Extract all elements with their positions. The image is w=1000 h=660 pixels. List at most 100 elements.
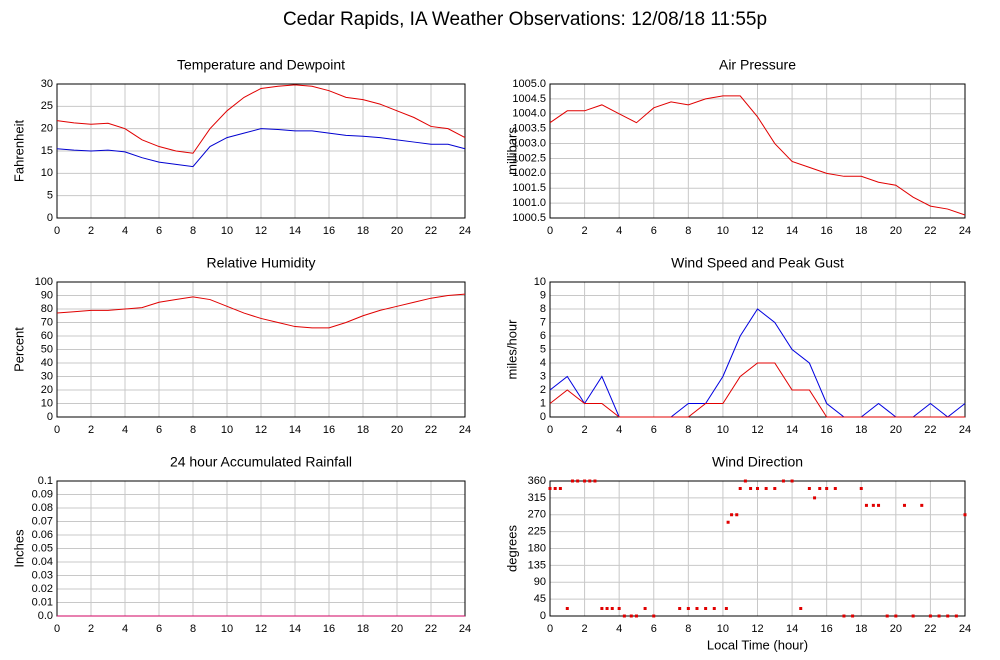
y-tick-label: 0.05	[32, 542, 53, 554]
data-point	[790, 479, 794, 483]
data-point	[920, 503, 924, 507]
y-tick-label: 0	[540, 411, 546, 423]
x-tick-label: 18	[855, 623, 867, 635]
x-tick-label: 8	[685, 623, 691, 635]
data-point	[764, 487, 768, 490]
data-point	[553, 487, 557, 490]
data-point	[818, 487, 822, 490]
y-tick-label: 0.0	[38, 610, 53, 622]
y-tick-label: 1003.0	[512, 137, 546, 149]
data-point	[629, 614, 633, 618]
x-tick-label: 4	[616, 424, 622, 436]
x-tick-label: 8	[685, 225, 691, 237]
y-tick-label: 20	[41, 123, 53, 135]
chart-title: Relative Humidity	[207, 255, 316, 271]
y-axis-label: miles/hour	[504, 319, 519, 380]
data-point	[678, 607, 682, 610]
y-tick-label: 1005.0	[512, 78, 546, 90]
data-line	[56, 293, 466, 329]
data-point	[937, 614, 941, 618]
x-tick-label: 2	[582, 623, 588, 635]
x-tick-label: 12	[751, 225, 763, 237]
y-tick-label: 0	[540, 610, 546, 622]
data-point	[885, 614, 889, 618]
x-tick-label: 22	[425, 424, 437, 436]
x-tick-label: 20	[391, 225, 403, 237]
x-tick-label: 24	[959, 424, 971, 436]
chart-title: Wind Speed and Peak Gust	[671, 255, 844, 271]
y-tick-label: 1004.5	[512, 93, 546, 105]
y-tick-label: 1	[540, 397, 546, 409]
data-point	[548, 487, 552, 490]
y-tick-label: 0	[47, 212, 53, 224]
data-point	[781, 479, 785, 483]
data-line	[56, 84, 466, 154]
x-tick-label: 20	[890, 623, 902, 635]
y-tick-label: 5	[47, 190, 53, 202]
x-tick-label: 8	[190, 623, 196, 635]
data-point	[570, 479, 574, 483]
x-tick-label: 16	[821, 225, 833, 237]
y-tick-label: 3	[540, 370, 546, 382]
y-tick-label: 1002.0	[512, 167, 546, 179]
x-tick-label: 20	[890, 225, 902, 237]
x-tick-label: 12	[255, 623, 267, 635]
data-point	[634, 614, 638, 618]
y-tick-label: 270	[528, 509, 546, 521]
data-point	[600, 607, 604, 610]
data-point	[738, 487, 742, 490]
x-tick-label: 14	[786, 623, 798, 635]
x-tick-label: 6	[651, 623, 657, 635]
x-tick-label: 24	[959, 225, 971, 237]
data-point	[894, 614, 898, 618]
x-tick-label: 2	[88, 424, 94, 436]
y-tick-label: 135	[528, 559, 546, 571]
y-tick-label: 1001.5	[512, 182, 546, 194]
y-tick-label: 0.06	[32, 529, 53, 541]
y-tick-label: 0.03	[32, 569, 53, 581]
data-point	[558, 487, 562, 490]
x-tick-label: 20	[391, 424, 403, 436]
x-tick-label: 10	[221, 623, 233, 635]
y-tick-label: 45	[534, 593, 546, 605]
x-tick-label: 4	[122, 424, 128, 436]
data-point	[643, 607, 647, 610]
x-tick-label: 6	[156, 623, 162, 635]
y-tick-label: 15	[41, 145, 53, 157]
x-tick-label: 22	[924, 424, 936, 436]
x-tick-label: 0	[547, 623, 553, 635]
x-tick-label: 0	[54, 623, 60, 635]
y-tick-label: 25	[41, 100, 53, 112]
y-tick-label: 40	[41, 357, 53, 369]
x-tick-label: 14	[786, 225, 798, 237]
x-tick-label: 2	[582, 424, 588, 436]
x-tick-label: 22	[924, 623, 936, 635]
page-title: Cedar Rapids, IA Weather Observations: 1…	[283, 9, 767, 30]
y-axis-label: Percent	[11, 327, 26, 372]
data-point	[735, 513, 739, 517]
x-tick-label: 4	[122, 623, 128, 635]
chart-title: Wind Direction	[712, 454, 803, 470]
x-tick-label: 6	[156, 424, 162, 436]
x-tick-label: 18	[357, 225, 369, 237]
y-axis-label: degrees	[504, 525, 519, 572]
y-tick-label: 30	[41, 370, 53, 382]
x-tick-label: 20	[391, 623, 403, 635]
x-tick-label: 0	[54, 424, 60, 436]
data-point	[963, 513, 967, 517]
data-point	[622, 614, 626, 618]
x-tick-label: 16	[323, 623, 335, 635]
x-tick-label: 12	[751, 623, 763, 635]
data-point	[726, 520, 730, 524]
y-tick-label: 2	[540, 384, 546, 396]
x-tick-label: 2	[88, 225, 94, 237]
x-tick-label: 2	[88, 623, 94, 635]
data-point	[704, 607, 708, 610]
y-tick-label: 0.02	[32, 583, 53, 595]
x-tick-label: 10	[717, 225, 729, 237]
x-tick-label: 4	[122, 225, 128, 237]
x-tick-label: 8	[190, 424, 196, 436]
x-tick-label: 22	[425, 225, 437, 237]
data-point	[565, 607, 569, 610]
